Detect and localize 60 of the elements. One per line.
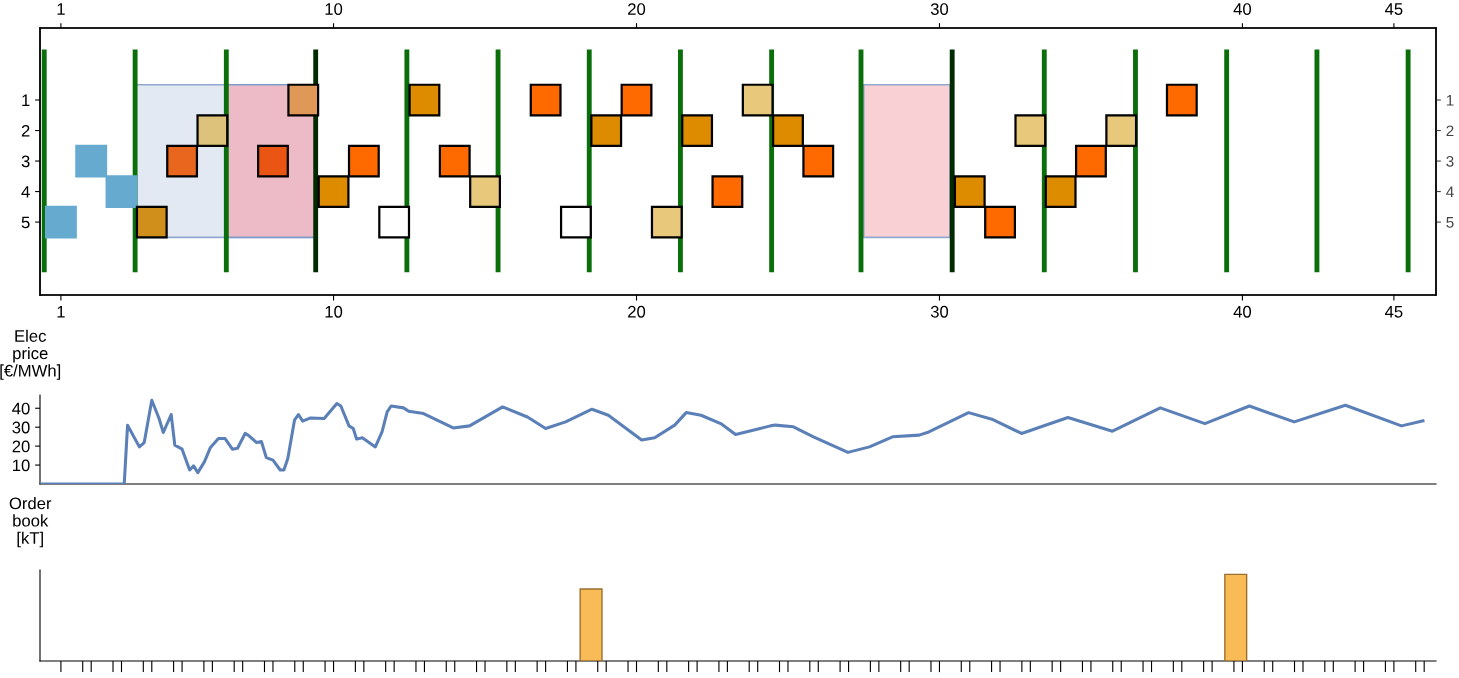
y-tick-label: 20 [12,440,30,453]
y-axis-title: Elec price [€/MWh] [0,329,61,380]
point [802,144,835,178]
y2-tick-label: 2 [1446,125,1454,137]
point [1014,114,1047,147]
point [650,205,683,239]
x-tick-label: 1 [57,306,65,318]
y-tick-label: 1 [22,94,30,107]
y-tick-label: 3 [21,155,30,168]
y2-tick-label: 1 [1446,95,1454,106]
y-tick-label: 5 [21,216,30,229]
x2-tick-label: 40 [1233,3,1252,15]
point [287,83,320,117]
y-tick-label: 2 [21,124,30,137]
x-tick-label: 10 [325,305,343,318]
x2-tick-label: 1 [57,3,65,15]
point [44,205,77,239]
point [105,175,138,208]
y-tick-label: 10 [13,459,30,472]
x2-tick-label: 20 [628,3,646,15]
point [166,144,199,178]
point [408,83,441,117]
x-tick-label: 45 [1385,306,1403,318]
point [741,83,774,117]
y2-tick-label: 5 [1446,217,1454,228]
point [469,175,501,208]
x-tick-label: 30 [930,305,949,318]
x2-tick-label: 10 [325,3,343,15]
line-series [40,398,1425,484]
point [438,144,471,178]
y-tick-label: 4 [21,186,30,198]
x2-tick-label: 30 [930,3,949,15]
point [711,175,744,208]
point [681,114,714,147]
y-tick-label: 30 [12,421,30,434]
x-tick-label: 20 [628,305,646,318]
point [529,83,562,117]
point [984,205,1017,239]
point [135,205,168,239]
point [378,205,411,239]
point [347,144,380,178]
x-tick-label: 40 [1233,305,1252,318]
y2-tick-label: 4 [1446,186,1454,198]
point [559,205,592,239]
x2-tick-label: 45 [1385,3,1403,15]
point [1044,175,1077,208]
point [196,114,229,147]
point [620,83,653,117]
y2-tick-label: 3 [1446,155,1454,167]
point [772,114,804,147]
point [590,114,623,147]
point [317,175,350,208]
point [953,175,986,208]
point [75,144,108,178]
y-tick-label: 40 [12,402,30,415]
y-axis-title: Order book [kT] [9,497,52,548]
point [1074,144,1107,178]
point [1165,83,1198,117]
point [257,144,289,178]
point [1105,114,1138,147]
